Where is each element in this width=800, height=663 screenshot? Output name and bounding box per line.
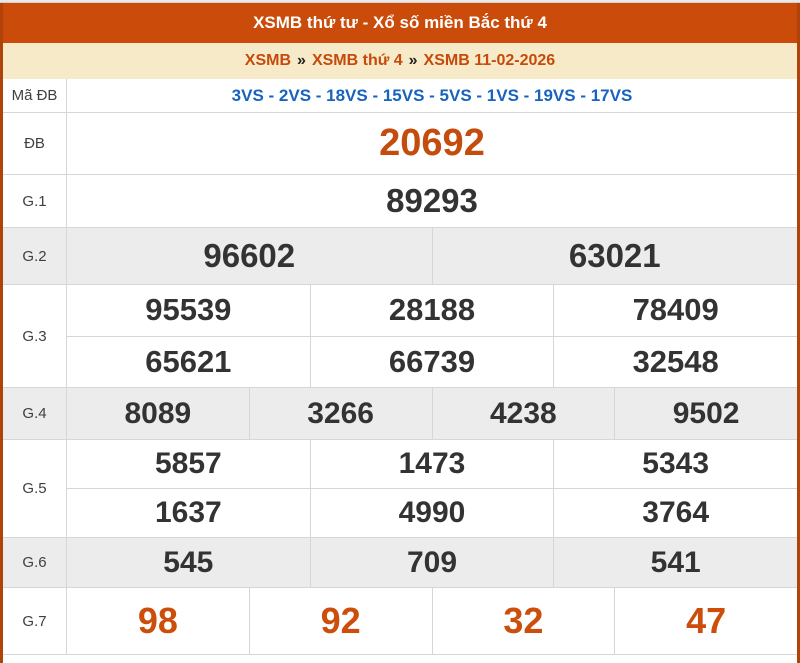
- prize-number: 65621: [67, 336, 311, 387]
- prize-number: 5857: [67, 440, 311, 488]
- prize-number: 1473: [311, 440, 555, 488]
- prize-label: G.3: [3, 285, 67, 387]
- row-g4: G.4 8089 3266 4238 9502: [3, 388, 797, 440]
- prize-number: 5343: [642, 447, 710, 480]
- prize-number: 4238: [433, 388, 616, 439]
- prize-number: 47: [686, 600, 727, 641]
- prize-label: ĐB: [3, 113, 67, 174]
- prize-number: 541: [650, 545, 701, 579]
- breadcrumb-separator: »: [297, 52, 306, 69]
- prize-number: 78409: [632, 292, 719, 328]
- prize-number: 4990: [311, 489, 555, 537]
- prize-label: G.6: [3, 538, 67, 587]
- page-header: XSMB thứ tư - Xổ số miền Bắc thứ 4: [3, 3, 797, 43]
- prize-label: G.7: [3, 588, 67, 654]
- prize-number: 545: [67, 538, 311, 587]
- results-table: Mã ĐB 3VS - 2VS - 18VS - 15VS - 5VS - 1V…: [3, 79, 797, 655]
- prize-number: 1637: [67, 489, 311, 537]
- prize-number: 63021: [568, 237, 661, 274]
- prize-number: 28188: [311, 285, 555, 336]
- prize-number: 3266: [250, 388, 433, 439]
- prize-number: 95539: [67, 285, 311, 336]
- prize-number: 98: [67, 588, 250, 654]
- page-title: XSMB thứ tư - Xổ số miền Bắc thứ 4: [253, 13, 547, 32]
- prize-number: 92: [250, 588, 433, 654]
- row-g7: G.7 98 92 32 47: [3, 588, 797, 655]
- prize-number: 32: [433, 588, 616, 654]
- breadcrumb-link-xsmb-date[interactable]: XSMB 11-02-2026: [423, 52, 556, 69]
- row-g1: G.1 89293: [3, 175, 797, 228]
- breadcrumb-separator: »: [408, 52, 418, 69]
- prize-number: 96602: [67, 228, 433, 284]
- special-codes: 3VS - 2VS - 18VS - 15VS - 5VS - 1VS - 19…: [231, 85, 633, 105]
- prize-number: 8089: [67, 388, 250, 439]
- row-g6: G.6 545 709 541: [3, 538, 797, 588]
- prize-label: Mã ĐB: [3, 79, 67, 112]
- prize-number: 9502: [672, 396, 740, 430]
- prize-number: 66739: [311, 336, 555, 387]
- top-edge-strip: [0, 0, 800, 3]
- row-g3: G.3 95539 28188 78409 65621 66739 32548: [3, 285, 797, 388]
- prize-label: G.1: [3, 175, 67, 227]
- prize-number: 32548: [632, 343, 719, 379]
- row-g5: G.5 5857 1473 5343 1637 4990 3764: [3, 440, 797, 538]
- prize-number: 3764: [642, 496, 710, 529]
- row-g2: G.2 96602 63021: [3, 228, 797, 285]
- prize-label: G.4: [3, 388, 67, 439]
- prize-number: 20692: [379, 122, 485, 164]
- row-ma-db: Mã ĐB 3VS - 2VS - 18VS - 15VS - 5VS - 1V…: [3, 79, 797, 113]
- prize-label: G.5: [3, 440, 67, 537]
- breadcrumb-link-xsmb[interactable]: XSMB: [244, 52, 292, 69]
- lottery-results-page: XSMB thứ tư - Xổ số miền Bắc thứ 4 XSMB …: [0, 3, 800, 663]
- breadcrumb: XSMB » XSMB thứ 4 » XSMB 11-02-2026: [3, 43, 797, 79]
- breadcrumb-link-xsmb-thu4[interactable]: XSMB thứ 4: [311, 52, 403, 69]
- prize-number: 89293: [386, 182, 478, 219]
- prize-number: 709: [311, 538, 555, 587]
- prize-label: G.2: [3, 228, 67, 284]
- row-db: ĐB 20692: [3, 113, 797, 175]
